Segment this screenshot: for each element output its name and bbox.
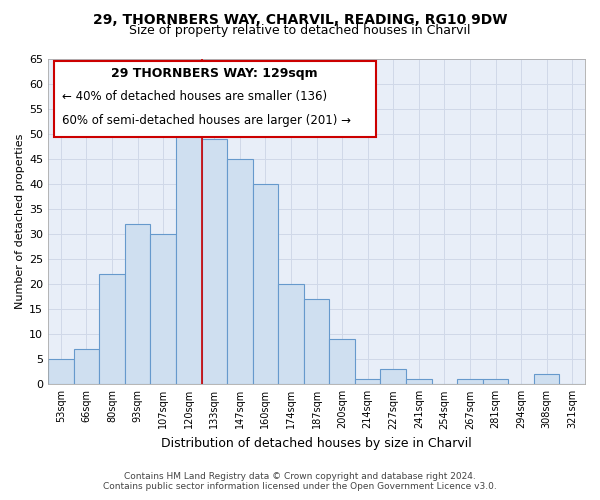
Bar: [406, 380, 431, 384]
Bar: [483, 380, 508, 384]
Bar: [355, 380, 380, 384]
X-axis label: Distribution of detached houses by size in Charvil: Distribution of detached houses by size …: [161, 437, 472, 450]
Bar: [48, 360, 74, 384]
Y-axis label: Number of detached properties: Number of detached properties: [15, 134, 25, 310]
Bar: [534, 374, 559, 384]
Bar: [380, 370, 406, 384]
Bar: [99, 274, 125, 384]
Bar: [125, 224, 151, 384]
FancyBboxPatch shape: [53, 60, 376, 137]
Bar: [329, 340, 355, 384]
Bar: [304, 299, 329, 384]
Bar: [278, 284, 304, 384]
Text: Size of property relative to detached houses in Charvil: Size of property relative to detached ho…: [129, 24, 471, 37]
Bar: [253, 184, 278, 384]
Text: Contains HM Land Registry data © Crown copyright and database right 2024.: Contains HM Land Registry data © Crown c…: [124, 472, 476, 481]
Bar: [457, 380, 483, 384]
Bar: [176, 109, 202, 384]
Bar: [202, 139, 227, 384]
Text: 60% of semi-detached houses are larger (201) →: 60% of semi-detached houses are larger (…: [62, 114, 350, 128]
Bar: [227, 159, 253, 384]
Text: ← 40% of detached houses are smaller (136): ← 40% of detached houses are smaller (13…: [62, 90, 326, 103]
Bar: [151, 234, 176, 384]
Text: 29 THORNBERS WAY: 129sqm: 29 THORNBERS WAY: 129sqm: [111, 67, 318, 80]
Bar: [74, 350, 99, 384]
Text: 29, THORNBERS WAY, CHARVIL, READING, RG10 9DW: 29, THORNBERS WAY, CHARVIL, READING, RG1…: [93, 12, 507, 26]
Text: Contains public sector information licensed under the Open Government Licence v3: Contains public sector information licen…: [103, 482, 497, 491]
